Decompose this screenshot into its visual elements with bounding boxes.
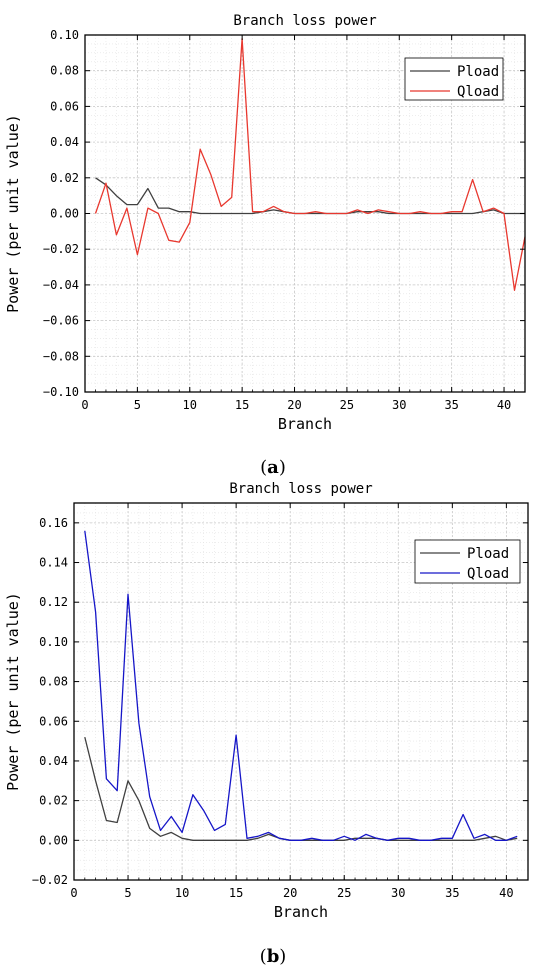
- y-tick-label: −0.10: [43, 385, 79, 399]
- chart-a: 0 5 10 15 20 25 30 35 40 −0.10 −0.08 −0.06 −0.04 −0.0…: [4, 13, 526, 433]
- x-tick-label: 15: [229, 886, 243, 900]
- y-tick-label: 0.00: [50, 207, 79, 221]
- legend-label-qload: Qload: [467, 566, 509, 582]
- series-line-qload: [94, 37, 526, 291]
- x-tick-label: 25: [340, 398, 354, 412]
- x-tick-label: 0: [81, 398, 88, 412]
- x-tick-label: 10: [183, 398, 197, 412]
- y-tick-label: −0.04: [43, 278, 79, 292]
- x-tick-label: 35: [445, 886, 459, 900]
- x-tick-label: 40: [497, 398, 511, 412]
- y-tick-label: 0.02: [39, 794, 68, 808]
- y-tick-label: 0.00: [39, 833, 68, 847]
- x-tick-label: 25: [337, 886, 351, 900]
- legend-box: [404, 57, 504, 101]
- x-axis-label: Branch: [274, 903, 328, 921]
- panel-b-caption: (b): [260, 946, 287, 967]
- x-tick-label: 5: [124, 886, 131, 900]
- x-tick-label: 40: [499, 886, 513, 900]
- panel-a-caption: (a): [260, 457, 286, 478]
- y-tick-label: 0.04: [39, 754, 68, 768]
- y-tick-label: 0.10: [50, 28, 79, 42]
- y-tick-label: −0.02: [43, 242, 79, 256]
- legend-label-pload: Pload: [457, 64, 499, 80]
- y-tick-label: −0.06: [43, 314, 79, 328]
- x-tick-label: 35: [444, 398, 458, 412]
- y-tick-label: 0.08: [50, 64, 79, 78]
- chart-title: Branch loss power: [233, 13, 376, 29]
- y-tick-label: 0.12: [39, 595, 68, 609]
- x-tick-label: 0: [70, 886, 77, 900]
- x-tick-label: 10: [175, 886, 189, 900]
- x-tick-label: 5: [134, 398, 141, 412]
- chart-title: Branch loss power: [229, 481, 372, 497]
- legend-label-pload: Pload: [467, 546, 509, 562]
- series-line-qload: [84, 530, 518, 841]
- x-tick-label: 20: [287, 398, 301, 412]
- y-tick-label: 0.10: [39, 635, 68, 649]
- y-tick-label: 0.14: [39, 556, 68, 570]
- y-tick-label: 0.06: [39, 714, 68, 728]
- x-tick-label: 15: [235, 398, 249, 412]
- legend-box: [414, 539, 521, 584]
- y-tick-label: 0.04: [50, 135, 79, 149]
- x-tick-label: 30: [392, 398, 406, 412]
- y-tick-label: 0.02: [50, 171, 79, 185]
- y-tick-label: −0.02: [32, 873, 68, 887]
- x-axis-label: Branch: [278, 415, 332, 433]
- x-tick-label: 20: [283, 886, 297, 900]
- y-axis-label: Power (per unit value): [4, 114, 22, 313]
- y-tick-label: 0.06: [50, 99, 79, 113]
- chart-b: 0 5 10 15 20 25 30 35 40 −0.02 0.00 0.02 0.04 0.06 0.0…: [4, 481, 529, 921]
- legend-label-qload: Qload: [457, 84, 499, 100]
- series-line-pload: [95, 177, 525, 215]
- y-tick-label: 0.16: [39, 516, 68, 530]
- y-axis-label: Power (per unit value): [4, 592, 22, 791]
- y-tick-label: −0.08: [43, 349, 79, 363]
- y-tick-label: 0.08: [39, 675, 68, 689]
- x-tick-label: 30: [391, 886, 405, 900]
